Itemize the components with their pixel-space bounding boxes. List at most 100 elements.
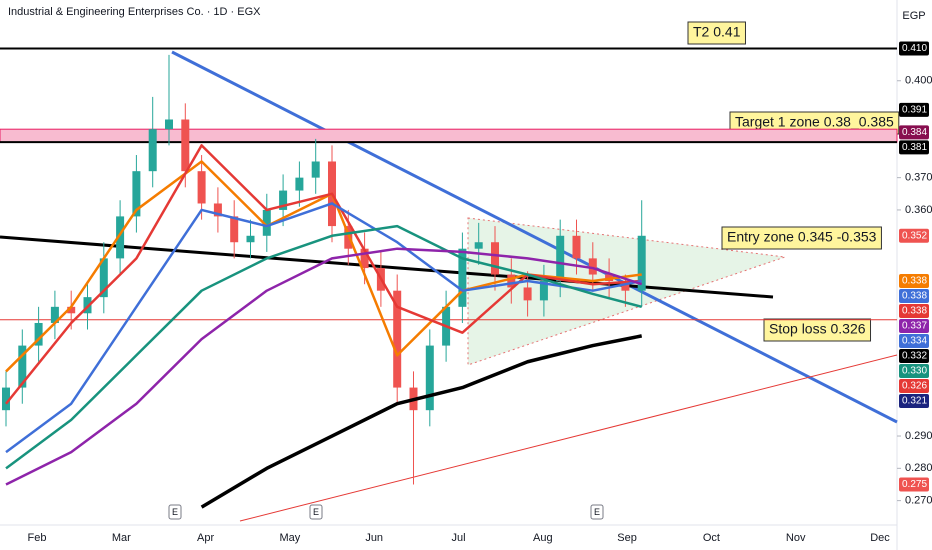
candle-body (18, 345, 27, 388)
y-tick-label: 0.280 (905, 462, 932, 474)
y-tick-label: 0.290 (905, 430, 932, 442)
price-tag-label: 0.338 (902, 306, 927, 317)
price-tag (899, 348, 929, 363)
target-zone (0, 128, 898, 143)
candle-body (588, 258, 597, 275)
candle-body (99, 258, 108, 298)
price-tag-label: 0.326 (902, 381, 927, 392)
support-line (239, 354, 898, 522)
candle-body (360, 248, 369, 269)
x-tick-label: Aug (533, 532, 553, 544)
price-tag-label: 0.330 (902, 366, 927, 377)
price-tag-label: 0.410 (902, 43, 927, 54)
candle-body (295, 177, 304, 191)
price-tag (899, 378, 929, 393)
price-tag-label: 0.338 (902, 276, 927, 287)
candle-body (523, 287, 532, 301)
candle-body (572, 235, 581, 259)
moving-average (5, 224, 643, 470)
candle-body (425, 345, 434, 411)
event-label: E (313, 507, 319, 517)
y-tick-label: 0.360 (905, 204, 932, 216)
price-tag-label: 0.384 (902, 127, 927, 138)
triangle-pattern (467, 217, 786, 366)
candle-body (197, 171, 206, 204)
price-tag-label: 0.334 (902, 336, 927, 347)
candle-body (50, 306, 59, 323)
x-tick-label: Nov (786, 532, 806, 544)
candle-body (637, 235, 646, 291)
y-tick-label: 0.270 (905, 495, 932, 507)
price-tag (899, 393, 929, 408)
price-tag (899, 140, 929, 155)
price-tag (899, 288, 929, 303)
candle-body (2, 387, 10, 411)
price-tag (899, 363, 929, 378)
currency: EGP (902, 10, 925, 22)
x-tick-label: Dec (870, 532, 890, 544)
price-tag-label: 0.321 (902, 396, 927, 407)
candle-body (393, 290, 402, 388)
x-tick-label: Oct (703, 532, 720, 544)
candle-body (181, 119, 190, 172)
price-tag (899, 273, 929, 288)
x-tick-label: Sep (617, 532, 637, 544)
annotation-box (763, 318, 872, 342)
x-tick-label: Feb (28, 532, 47, 544)
chart-title: Industrial & Engineering Enterprises Co.… (8, 6, 261, 18)
candle-body (165, 119, 173, 130)
moving-average (5, 247, 643, 486)
candle-body (230, 216, 239, 243)
candle-body (458, 248, 467, 307)
candle-body (621, 280, 630, 291)
candle-body (507, 274, 516, 288)
price-tag-label: 0.275 (902, 479, 927, 490)
price-tag (899, 477, 929, 492)
x-tick-label: Jun (365, 532, 383, 544)
candle-body (132, 171, 141, 217)
price-tag (899, 41, 929, 56)
price-tag-label: 0.352 (902, 230, 927, 241)
moving-average (200, 334, 643, 509)
price-tag (899, 303, 929, 318)
x-tick-label: Mar (112, 532, 131, 544)
annotations: T2 0.41 Target 1 zone 0.38_0.385 Entry zon… (687, 21, 900, 342)
event-box (309, 504, 323, 520)
annotation-text: Stop loss 0.326 (769, 321, 866, 337)
price-tag (899, 333, 929, 348)
moving-average (5, 202, 642, 454)
price-tag-label: 0.337 (902, 321, 927, 332)
y-tick-label: 0.370 (905, 172, 932, 184)
price-tag-label: 0.391 (902, 104, 927, 115)
annotation-text: Entry zone 0.345 -0.353 (727, 229, 877, 245)
candle-body (279, 190, 288, 210)
candle-body (556, 235, 565, 281)
candle-body (246, 235, 255, 243)
y-tick-label: 0.400 (905, 75, 932, 87)
candle-body (213, 203, 222, 217)
x-tick-label: Apr (197, 532, 214, 544)
candle-body (539, 280, 548, 301)
event-label: E (594, 507, 600, 517)
candle-body (474, 242, 483, 249)
price-tag-label: 0.338 (902, 291, 927, 302)
event-box (168, 504, 182, 520)
annotation-box (721, 226, 882, 250)
x-tick-label: Jul (451, 532, 465, 544)
candle-body (34, 322, 43, 346)
annotation-text: T2 0.41 (693, 24, 741, 40)
annotation-box (687, 21, 746, 45)
event-box (590, 504, 604, 520)
event-label: E (172, 507, 178, 517)
candle-body (67, 306, 76, 314)
candle-body (148, 129, 157, 172)
price-tag-label: 0.332 (902, 351, 927, 362)
price-tag (899, 228, 929, 243)
x-tick-label: May (280, 532, 301, 544)
annotation-text: Target 1 zone 0.38_0.385 (735, 114, 894, 130)
moving-average (5, 144, 642, 405)
price-tag (899, 102, 929, 117)
candle-body (491, 242, 499, 275)
candle-body (116, 216, 125, 259)
